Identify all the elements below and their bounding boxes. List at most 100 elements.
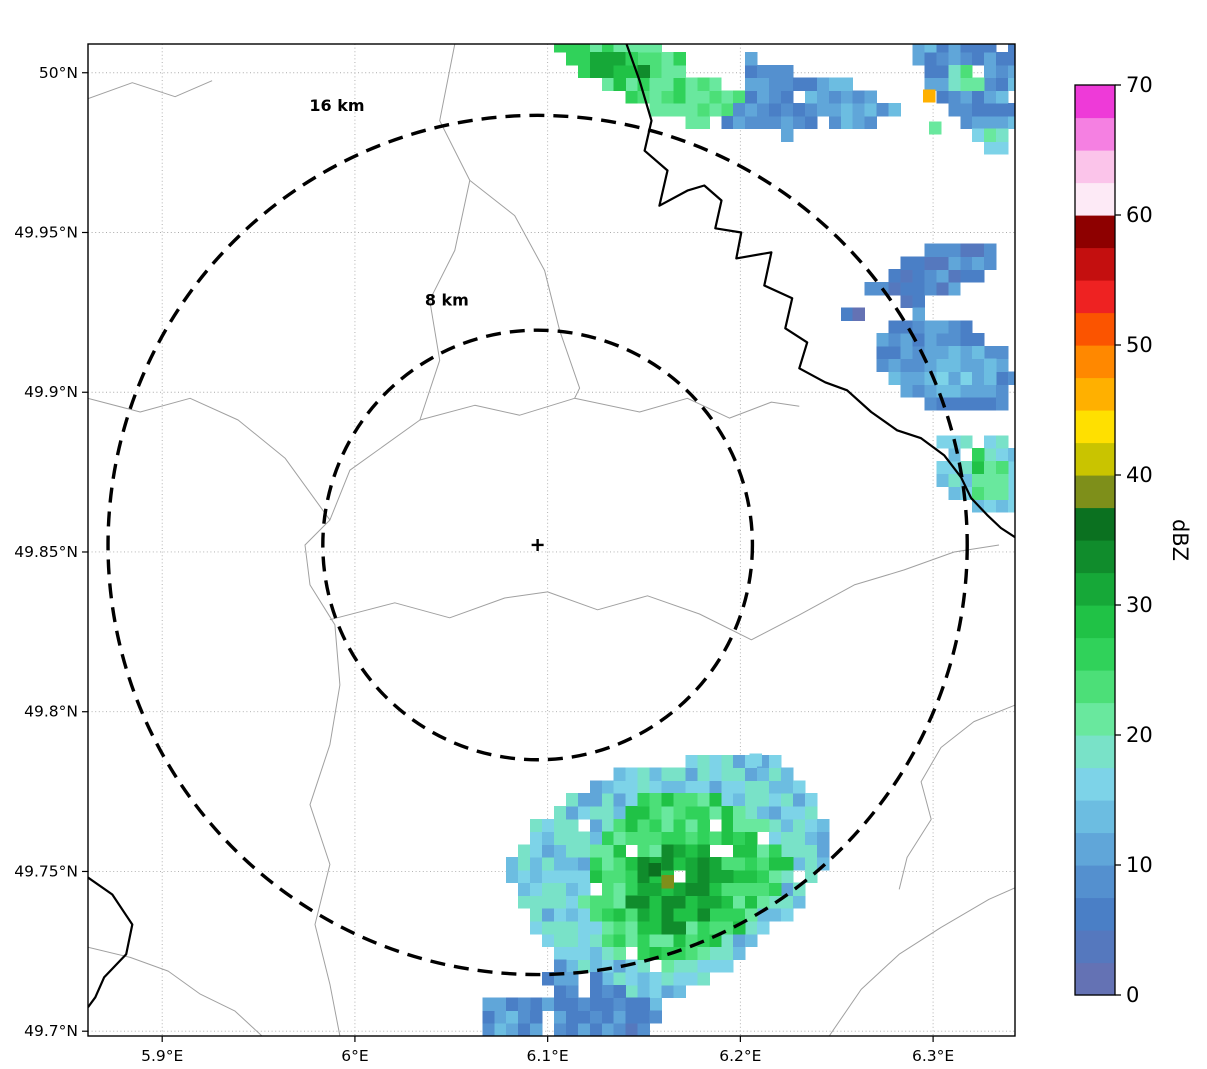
- radar-echo-cell: [781, 857, 794, 871]
- radar-echo-cell: [948, 77, 961, 91]
- radar-echo-cell: [542, 933, 555, 948]
- radar-echo-cell: [793, 806, 806, 820]
- radar-echo-cell: [745, 844, 758, 858]
- radar-echo-cell: [912, 294, 925, 309]
- radar-echo-cell: [733, 895, 746, 909]
- radar-echo-cell: [960, 333, 973, 347]
- radar-echo-cell: [888, 371, 901, 385]
- radar-echo-cell: [948, 282, 961, 296]
- radar-echo-cell: [960, 460, 973, 475]
- radar-echo-cell: [661, 90, 674, 104]
- radar-echo-cell: [566, 933, 579, 948]
- radar-echo-cell: [757, 818, 770, 833]
- colorbar-tick-label: 20: [1126, 723, 1153, 747]
- radar-echo-cell: [649, 946, 662, 960]
- radar-echo-cell: [1008, 499, 1015, 513]
- radar-echo-cell: [733, 90, 746, 104]
- radar-echo-cell: [577, 1023, 591, 1036]
- radar-echo-cell: [709, 921, 722, 935]
- radar-echo-cell: [601, 946, 615, 960]
- radar-echo-cell: [625, 767, 639, 781]
- radar-echo-cell: [649, 90, 662, 104]
- radar-echo-cell: [721, 831, 734, 845]
- radar-echo-cell: [948, 486, 961, 500]
- radar-echo-cell: [506, 869, 519, 884]
- radar-echo-cell: [984, 460, 997, 475]
- radar-echo-cell: [637, 959, 650, 973]
- radar-echo-cell: [912, 307, 925, 321]
- radar-echo-cell: [709, 946, 722, 960]
- radar-echo-cell: [637, 1023, 650, 1036]
- radar-echo-cell: [912, 269, 925, 283]
- radar-echo-cell: [637, 921, 650, 935]
- radar-echo-cell: [613, 984, 627, 999]
- radar-echo-cell: [912, 333, 925, 347]
- radar-echo-cell: [685, 115, 698, 130]
- radar-echo-cell: [673, 984, 686, 999]
- radar-echo-cell: [745, 921, 758, 935]
- radar-echo-cell: [972, 448, 985, 462]
- radar-echo-cell: [984, 371, 997, 385]
- radar-echo-cell: [888, 345, 901, 360]
- radar-echo-cell: [577, 793, 591, 807]
- radar-echo-cell: [721, 90, 734, 104]
- radar-echo-cell: [577, 64, 591, 79]
- radar-echo-cell: [781, 908, 794, 922]
- radar-echo-cell: [625, 818, 639, 833]
- radar-echo-cell: [948, 52, 961, 66]
- radar-echo-cell: [518, 844, 531, 858]
- radar-echo-cell: [506, 997, 519, 1011]
- radar-echo-cell: [924, 384, 937, 398]
- radar-echo-cell: [697, 882, 710, 896]
- radar-echo-cell: [685, 972, 698, 986]
- radar-echo-cell: [554, 818, 567, 833]
- radar-echo-cell: [972, 243, 985, 257]
- radar-echo-cell: [781, 793, 794, 807]
- radar-echo-cell: [589, 780, 603, 794]
- radar-echo-cell: [948, 371, 961, 385]
- radar-echo-cell: [924, 256, 937, 270]
- radar-echo-cell: [721, 869, 734, 884]
- radar-echo-cell: [948, 397, 961, 411]
- radar-echo-cell: [793, 831, 806, 845]
- radar-echo-cell: [745, 869, 758, 884]
- radar-echo-cell: [601, 972, 615, 986]
- colorbar-tick-label: 60: [1126, 203, 1153, 227]
- radar-echo-cell: [721, 818, 734, 833]
- radar-echo-cell: [900, 384, 913, 398]
- radar-echo-cell: [996, 499, 1009, 513]
- radar-echo-cell: [781, 780, 794, 794]
- radar-echo-cell: [649, 984, 662, 999]
- radar-echo-cell: [960, 64, 973, 79]
- radar-echo-cell: [482, 1010, 495, 1024]
- radar-echo-cell: [709, 959, 722, 973]
- radar-echo-cell: [960, 256, 973, 270]
- radar-echo-cell: [554, 959, 567, 973]
- radar-echo-cell: [721, 908, 734, 922]
- radar-echo-cell: [1008, 115, 1015, 130]
- radar-echo-cell: [924, 77, 937, 91]
- radar-echo-cell: [613, 869, 627, 884]
- radar-echo-cell: [697, 972, 710, 986]
- radar-echo-cell: [530, 857, 543, 871]
- radar-echo-cell: [1008, 473, 1015, 487]
- radar-echo-cell: [781, 869, 794, 884]
- admin-border-line: [469, 180, 581, 399]
- radar-echo-cell: [745, 103, 758, 117]
- radar-echo-cell: [494, 1010, 507, 1024]
- radar-echo-cell: [709, 77, 722, 91]
- radar-echo-cell: [649, 767, 662, 781]
- radar-echo-cell: [601, 921, 615, 935]
- radar-echo-cell: [948, 243, 961, 257]
- radar-echo-cell: [589, 984, 603, 999]
- radar-echo-cell: [613, 52, 627, 66]
- radar-echo-cell: [566, 844, 579, 858]
- radar-echo-cell: [613, 77, 627, 91]
- radar-echo-cell: [984, 103, 997, 117]
- radar-echo-cell: [984, 64, 997, 79]
- radar-echo-cell: [542, 882, 555, 896]
- country-border-line: [625, 44, 1015, 539]
- radar-echo-cell: [804, 857, 818, 871]
- radar-echo-cell: [625, 972, 639, 986]
- admin-border-line: [88, 80, 213, 100]
